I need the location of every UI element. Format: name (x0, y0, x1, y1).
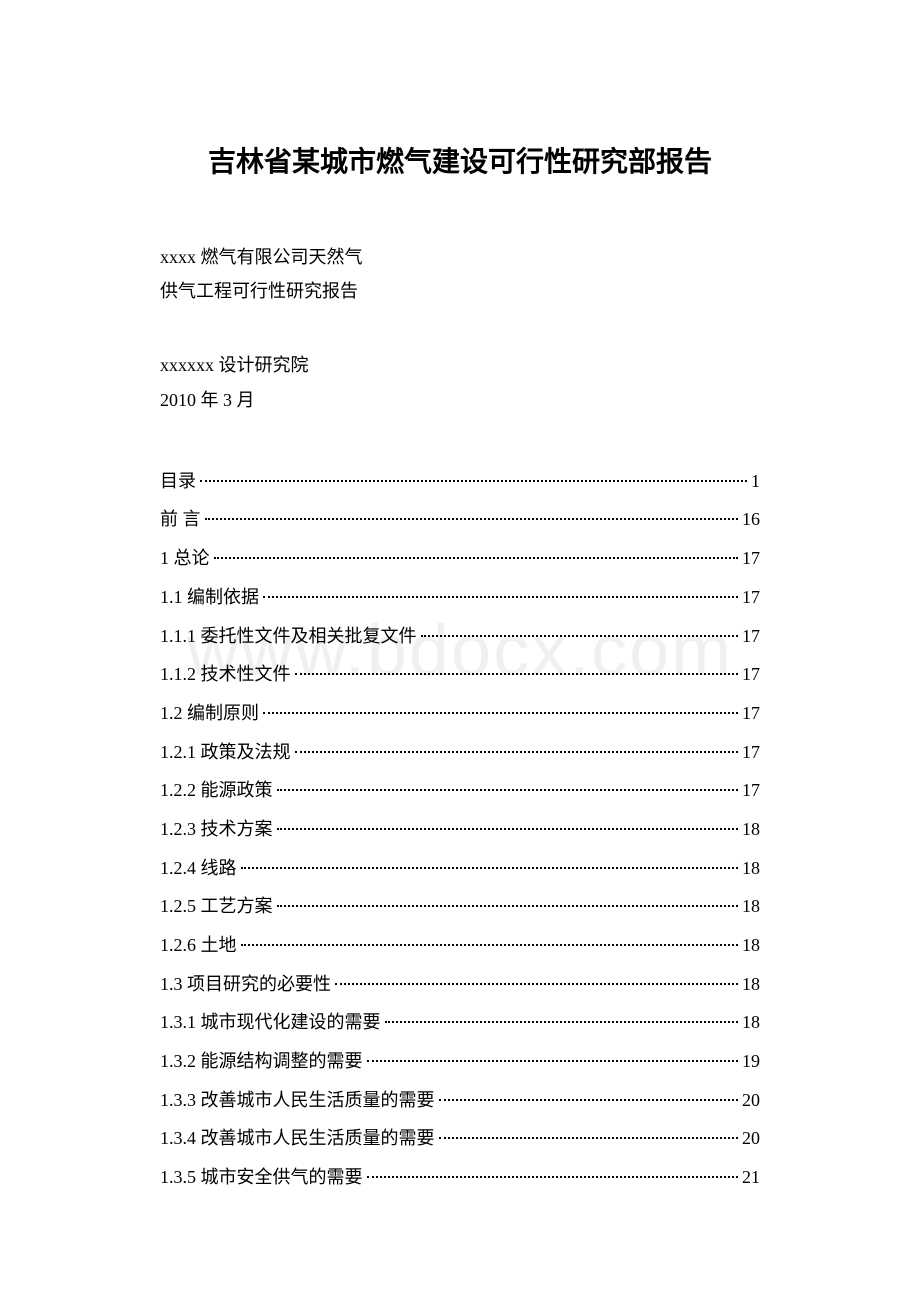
subtitle-line-2: 供气工程可行性研究报告 (160, 274, 760, 308)
toc-dots (263, 596, 738, 598)
toc-page: 18 (742, 926, 760, 965)
toc-item: 1.3.5 城市安全供气的需要 21 (160, 1158, 760, 1197)
toc-label: 1.3.5 城市安全供气的需要 (160, 1158, 363, 1197)
toc-dots (335, 983, 738, 985)
toc-dots (277, 828, 739, 830)
toc-page: 18 (742, 1003, 760, 1042)
author-line-2: 2010 年 3 月 (160, 383, 760, 417)
toc-page: 19 (742, 1042, 760, 1081)
toc-label: 1.2.5 工艺方案 (160, 887, 273, 926)
toc-item: 1.3.4 改善城市人民生活质量的需要 20 (160, 1119, 760, 1158)
toc-page: 20 (742, 1119, 760, 1158)
toc-item: 1.3.1 城市现代化建设的需要 18 (160, 1003, 760, 1042)
toc-dots (200, 480, 747, 482)
toc-label: 1.2.2 能源政策 (160, 771, 273, 810)
table-of-contents: 目录1前 言161 总论171.1 编制依据171.1.1 委托性文件及相关批复… (160, 462, 760, 1197)
subtitle-line-1: xxxx 燃气有限公司天然气 (160, 240, 760, 274)
toc-dots (277, 905, 739, 907)
author-block: xxxxxx 设计研究院 2010 年 3 月 (160, 348, 760, 416)
toc-label: 1.1.1 委托性文件及相关批复文件 (160, 617, 417, 656)
toc-item: 1.2.6 土地 18 (160, 926, 760, 965)
toc-label: 1.2.4 线路 (160, 849, 237, 888)
toc-dots (295, 673, 739, 675)
toc-label: 1 总论 (160, 539, 210, 578)
toc-label: 1.2.6 土地 (160, 926, 237, 965)
toc-page: 18 (742, 887, 760, 926)
toc-item: 1.1 编制依据 17 (160, 578, 760, 617)
toc-label: 1.3.2 能源结构调整的需要 (160, 1042, 363, 1081)
toc-item: 1.3.3 改善城市人民生活质量的需要 20 (160, 1081, 760, 1120)
toc-label: 1.3.4 改善城市人民生活质量的需要 (160, 1119, 435, 1158)
toc-item: 1.2.1 政策及法规 17 (160, 733, 760, 772)
toc-item: 目录 1 (160, 462, 760, 501)
document-content: 吉林省某城市燃气建设可行性研究部报告 xxxx 燃气有限公司天然气 供气工程可行… (0, 0, 920, 1197)
toc-page: 17 (742, 694, 760, 733)
toc-dots (439, 1099, 739, 1101)
toc-item: 1.3 项目研究的必要性 18 (160, 965, 760, 1004)
toc-page: 18 (742, 965, 760, 1004)
toc-label: 1.3 项目研究的必要性 (160, 965, 331, 1004)
toc-dots (385, 1021, 739, 1023)
toc-item: 1.2.3 技术方案 18 (160, 810, 760, 849)
toc-label: 1.2.1 政策及法规 (160, 733, 291, 772)
toc-page: 16 (742, 500, 760, 539)
toc-dots (277, 789, 739, 791)
toc-dots (241, 944, 739, 946)
toc-page: 17 (742, 733, 760, 772)
toc-page: 17 (742, 771, 760, 810)
toc-dots (205, 518, 739, 520)
toc-dots (263, 712, 738, 714)
toc-page: 21 (742, 1158, 760, 1197)
toc-dots (295, 751, 739, 753)
toc-dots (367, 1060, 739, 1062)
document-title: 吉林省某城市燃气建设可行性研究部报告 (160, 140, 760, 180)
toc-item: 1.2.5 工艺方案 18 (160, 887, 760, 926)
toc-page: 17 (742, 655, 760, 694)
toc-dots (241, 867, 739, 869)
toc-label: 前 言 (160, 500, 201, 539)
toc-dots (421, 635, 739, 637)
toc-dots (367, 1176, 739, 1178)
toc-item: 1.1.1 委托性文件及相关批复文件 17 (160, 617, 760, 656)
toc-label: 1.1 编制依据 (160, 578, 259, 617)
toc-page: 17 (742, 617, 760, 656)
toc-dots (439, 1137, 739, 1139)
toc-item: 1.3.2 能源结构调整的需要 19 (160, 1042, 760, 1081)
toc-page: 1 (751, 462, 760, 501)
toc-dots (214, 557, 739, 559)
toc-label: 1.2.3 技术方案 (160, 810, 273, 849)
toc-page: 18 (742, 810, 760, 849)
toc-item: 1.2.4 线路 18 (160, 849, 760, 888)
toc-label: 目录 (160, 462, 196, 501)
toc-label: 1.1.2 技术性文件 (160, 655, 291, 694)
toc-page: 17 (742, 539, 760, 578)
toc-item: 1.2 编制原则 17 (160, 694, 760, 733)
toc-label: 1.3.3 改善城市人民生活质量的需要 (160, 1081, 435, 1120)
toc-item: 1.2.2 能源政策 17 (160, 771, 760, 810)
toc-page: 20 (742, 1081, 760, 1120)
subtitle-block: xxxx 燃气有限公司天然气 供气工程可行性研究报告 (160, 240, 760, 308)
toc-page: 18 (742, 849, 760, 888)
author-line-1: xxxxxx 设计研究院 (160, 348, 760, 382)
toc-item: 1 总论 17 (160, 539, 760, 578)
toc-label: 1.2 编制原则 (160, 694, 259, 733)
toc-item: 前 言 16 (160, 500, 760, 539)
toc-page: 17 (742, 578, 760, 617)
toc-label: 1.3.1 城市现代化建设的需要 (160, 1003, 381, 1042)
toc-item: 1.1.2 技术性文件 17 (160, 655, 760, 694)
